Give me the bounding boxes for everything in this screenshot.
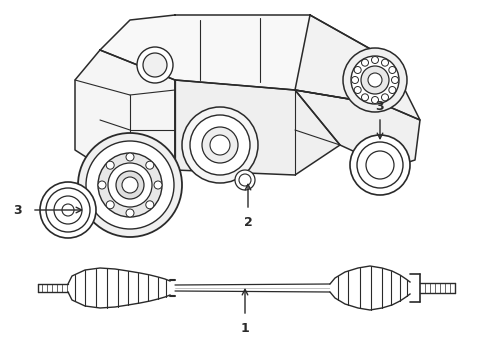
- Ellipse shape: [46, 188, 90, 232]
- Ellipse shape: [350, 135, 410, 195]
- Ellipse shape: [351, 56, 399, 104]
- Ellipse shape: [354, 86, 361, 94]
- Polygon shape: [295, 15, 420, 120]
- Text: 3: 3: [376, 100, 384, 113]
- Polygon shape: [295, 90, 420, 168]
- Ellipse shape: [106, 201, 114, 209]
- Ellipse shape: [40, 182, 96, 238]
- Polygon shape: [175, 80, 340, 175]
- Ellipse shape: [108, 163, 152, 207]
- Ellipse shape: [146, 201, 154, 209]
- Ellipse shape: [389, 67, 396, 73]
- Ellipse shape: [361, 66, 389, 94]
- Ellipse shape: [382, 94, 389, 101]
- Ellipse shape: [62, 204, 74, 216]
- Ellipse shape: [202, 127, 238, 163]
- Ellipse shape: [126, 209, 134, 217]
- Ellipse shape: [362, 94, 368, 101]
- Text: 2: 2: [244, 216, 252, 229]
- Ellipse shape: [154, 181, 162, 189]
- Ellipse shape: [371, 57, 378, 63]
- Ellipse shape: [382, 59, 389, 66]
- Ellipse shape: [210, 135, 230, 155]
- Text: 1: 1: [241, 322, 249, 335]
- Ellipse shape: [116, 171, 144, 199]
- Ellipse shape: [357, 142, 403, 188]
- Ellipse shape: [146, 161, 154, 169]
- Ellipse shape: [343, 48, 407, 112]
- Ellipse shape: [362, 59, 368, 66]
- Ellipse shape: [368, 73, 382, 87]
- Polygon shape: [100, 15, 390, 105]
- Ellipse shape: [389, 86, 396, 94]
- Polygon shape: [75, 50, 175, 185]
- Ellipse shape: [235, 170, 255, 190]
- Ellipse shape: [98, 181, 106, 189]
- Ellipse shape: [122, 177, 138, 193]
- Ellipse shape: [190, 115, 250, 175]
- Ellipse shape: [392, 77, 398, 84]
- Ellipse shape: [354, 67, 361, 73]
- Ellipse shape: [351, 77, 359, 84]
- Ellipse shape: [182, 107, 258, 183]
- Ellipse shape: [239, 174, 251, 186]
- Ellipse shape: [106, 161, 114, 169]
- Ellipse shape: [371, 96, 378, 104]
- Ellipse shape: [366, 151, 394, 179]
- Text: 3: 3: [13, 203, 22, 216]
- Ellipse shape: [143, 53, 167, 77]
- Ellipse shape: [78, 133, 182, 237]
- Ellipse shape: [54, 196, 82, 224]
- Ellipse shape: [137, 47, 173, 83]
- Ellipse shape: [98, 153, 162, 217]
- Ellipse shape: [126, 153, 134, 161]
- Ellipse shape: [86, 141, 174, 229]
